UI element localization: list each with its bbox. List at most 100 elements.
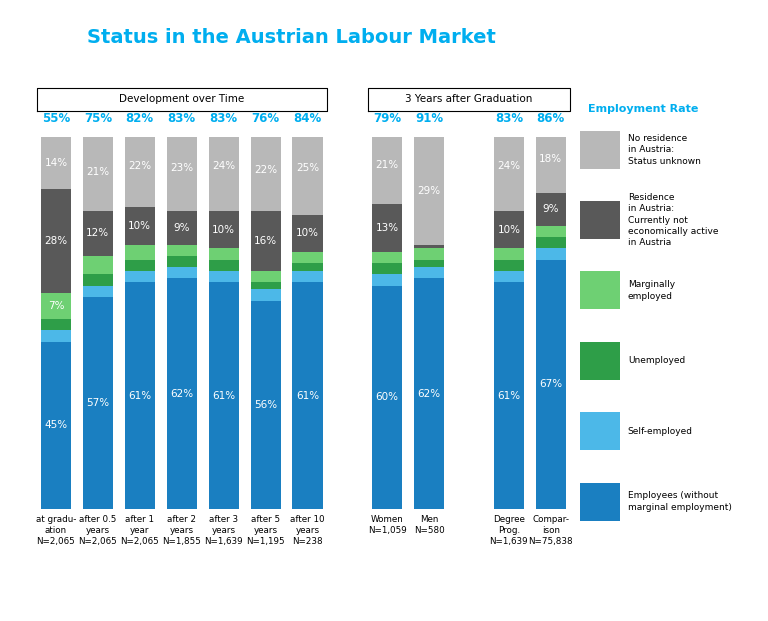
Bar [83, 133, 113, 211]
Bar [41, 137, 71, 189]
Bar [494, 211, 524, 248]
FancyBboxPatch shape [580, 130, 621, 169]
Bar [41, 293, 71, 319]
FancyBboxPatch shape [580, 483, 621, 520]
Bar [167, 125, 197, 211]
Bar [372, 252, 402, 263]
Bar [124, 125, 155, 207]
FancyBboxPatch shape [580, 342, 621, 380]
Text: 55%: 55% [41, 112, 70, 125]
Text: 61%: 61% [498, 391, 521, 401]
Text: 86%: 86% [537, 112, 565, 125]
Bar [372, 286, 402, 509]
Bar [167, 211, 197, 245]
Bar [83, 256, 113, 274]
Text: 75%: 75% [84, 112, 112, 125]
Bar [414, 137, 445, 245]
Text: 29%: 29% [418, 186, 441, 196]
Bar [83, 274, 113, 286]
Text: No residence
in Austria:
Status unknown: No residence in Austria: Status unknown [627, 134, 700, 166]
Text: 91%: 91% [415, 112, 443, 125]
Bar [209, 260, 239, 271]
Text: Employees (without
marginal employment): Employees (without marginal employment) [627, 491, 732, 512]
Text: 84%: 84% [293, 112, 322, 125]
Bar [167, 278, 197, 509]
Text: 83%: 83% [167, 112, 196, 125]
Bar [494, 260, 524, 271]
Text: 60%: 60% [376, 392, 399, 402]
Bar [124, 260, 155, 271]
Text: Residence
in Austria:
Currently not
economically active
in Austria: Residence in Austria: Currently not econ… [627, 193, 718, 247]
Text: 14%: 14% [45, 158, 68, 168]
Text: Development over Time: Development over Time [119, 94, 244, 104]
Bar [494, 248, 524, 260]
Text: Self-employed: Self-employed [627, 427, 693, 436]
Bar [372, 125, 402, 204]
Bar [536, 193, 566, 226]
Bar [494, 282, 524, 509]
Text: 12%: 12% [86, 229, 109, 238]
Text: Unemployed: Unemployed [627, 356, 685, 365]
Text: 61%: 61% [296, 391, 319, 401]
Bar [414, 278, 445, 509]
Bar [414, 248, 445, 260]
Text: 61%: 61% [128, 391, 151, 401]
Text: 10%: 10% [128, 221, 151, 231]
Text: Marginally
employed: Marginally employed [627, 280, 675, 301]
Text: 83%: 83% [495, 112, 523, 125]
Bar [41, 342, 71, 509]
Text: 57%: 57% [86, 398, 109, 408]
FancyBboxPatch shape [580, 271, 621, 309]
Text: 21%: 21% [86, 167, 109, 177]
Bar [124, 271, 155, 282]
Bar [372, 274, 402, 286]
Bar [536, 237, 566, 248]
Bar [414, 245, 445, 248]
Text: 61%: 61% [212, 391, 235, 401]
Text: 62%: 62% [418, 389, 441, 399]
Text: 23%: 23% [170, 163, 194, 173]
Bar [250, 301, 281, 509]
Text: 9%: 9% [174, 223, 190, 233]
Bar [209, 282, 239, 509]
Text: Status in the Austrian Labour Market: Status in the Austrian Labour Market [88, 28, 496, 47]
Text: 79%: 79% [373, 112, 402, 125]
Bar [494, 271, 524, 282]
FancyBboxPatch shape [580, 412, 621, 450]
Text: 25%: 25% [296, 163, 319, 173]
Bar [209, 211, 239, 248]
Bar [494, 122, 524, 211]
Bar [250, 289, 281, 301]
Bar [250, 211, 281, 271]
FancyBboxPatch shape [580, 201, 621, 239]
Text: 13%: 13% [376, 223, 399, 233]
Bar [209, 122, 239, 211]
Bar [83, 297, 113, 509]
Bar [536, 125, 566, 193]
Text: 45%: 45% [45, 420, 68, 430]
Bar [124, 245, 155, 260]
Bar [414, 260, 445, 267]
Bar [536, 248, 566, 260]
Text: 22%: 22% [128, 161, 151, 171]
Bar [293, 122, 323, 215]
Bar [124, 207, 155, 245]
Text: 24%: 24% [498, 161, 521, 171]
Text: 7%: 7% [48, 301, 65, 311]
Bar [124, 282, 155, 509]
Text: 82%: 82% [126, 112, 154, 125]
Bar [293, 271, 323, 282]
Bar [167, 256, 197, 267]
Bar [41, 330, 71, 342]
Bar [414, 267, 445, 278]
Text: 56%: 56% [254, 400, 277, 410]
Bar [293, 263, 323, 271]
Text: 22%: 22% [254, 165, 277, 175]
Bar [209, 248, 239, 260]
Bar [536, 226, 566, 237]
Text: 9%: 9% [542, 204, 559, 214]
Bar [293, 282, 323, 509]
Text: 62%: 62% [170, 389, 194, 399]
Bar [250, 271, 281, 282]
Text: 24%: 24% [212, 161, 235, 171]
